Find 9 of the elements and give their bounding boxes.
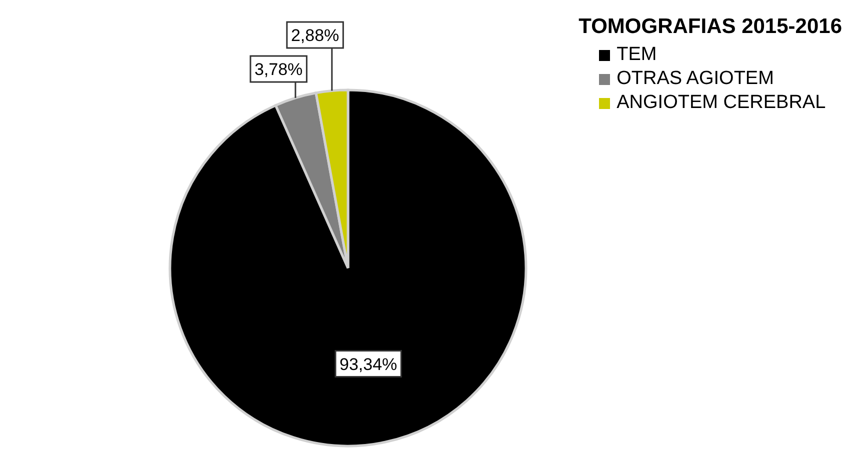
data-label: 2,88% — [290, 26, 340, 44]
legend-label: OTRAS AGIOTEM — [616, 68, 774, 90]
pie-slice — [168, 88, 528, 448]
legend-title: TOMOGRAFIAS 2015-2016 — [578, 15, 842, 39]
legend-label: ANGIOTEM CEREBRAL — [616, 92, 826, 114]
data-label: 93,34% — [340, 354, 398, 374]
data-label: 3,78% — [254, 60, 303, 78]
pie-slice — [274, 92, 350, 270]
legend-label: TEM — [616, 44, 657, 66]
